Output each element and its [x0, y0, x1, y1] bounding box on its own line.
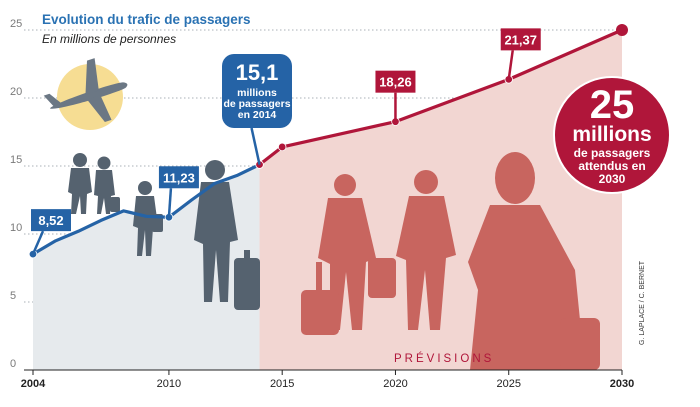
callout-2014-text: de passagers [223, 98, 290, 110]
data-label: 18,26 [379, 75, 412, 90]
callout-2030-value: 25 [590, 83, 635, 127]
data-point [277, 142, 287, 152]
data-label-box [31, 209, 71, 232]
callout-2014-value: 15,1 [236, 60, 279, 85]
data-label: 11,23 [163, 170, 195, 185]
callout-2030-text: 2030 [599, 172, 626, 186]
x-tick-label: 2020 [383, 378, 407, 390]
data-label: 21,37 [504, 32, 537, 47]
travelers-silhouette-actual [68, 153, 260, 310]
callout-2014-pointer [250, 127, 261, 165]
data-point [616, 24, 628, 36]
airplane-icon [43, 58, 128, 130]
travelers-silhouette-forecast [301, 152, 600, 370]
forecast-label: PRÉVISIONS [394, 352, 494, 365]
data-label-box [375, 70, 416, 93]
callout-2014-text: millions [237, 87, 277, 99]
callout-2030-circle [553, 76, 671, 194]
callout-2014-text: en 2014 [238, 109, 277, 121]
data-label-pointer [507, 50, 514, 80]
x-tick-label: 2015 [270, 378, 294, 390]
chart-title: Evolution du trafic de passagers [42, 12, 251, 27]
chart-data-labels: 8,52 11,23 18,26 21,37 [31, 28, 541, 255]
y-tick-label: 10 [10, 222, 22, 234]
credit: G. LAPLACE / C. BERNET [639, 260, 646, 345]
x-tick-label: 2025 [496, 378, 520, 390]
chart-subtitle: En millions de personnes [42, 32, 176, 46]
y-tick-label: 20 [10, 86, 22, 98]
data-label-box [158, 166, 199, 189]
y-tick-label: 5 [10, 290, 16, 302]
x-tick-label: 2030 [610, 378, 634, 390]
x-tick-label: 2004 [21, 378, 46, 390]
callout-2014-box [222, 54, 292, 128]
data-label-pointer [31, 230, 45, 255]
y-tick-label: 0 [10, 358, 16, 370]
x-tick-label: 2010 [157, 378, 181, 390]
data-label-pointer [167, 188, 173, 218]
callout-2030-text: millions [572, 123, 651, 146]
callout-2030-text: de passagers [574, 146, 651, 160]
line-actual [32, 163, 261, 256]
y-tick-label: 15 [10, 154, 22, 166]
y-tick-label: 25 [10, 18, 22, 30]
callout-2030-text: attendus en [578, 159, 645, 173]
data-label: 8,52 [38, 213, 63, 228]
data-label-box [500, 28, 541, 51]
